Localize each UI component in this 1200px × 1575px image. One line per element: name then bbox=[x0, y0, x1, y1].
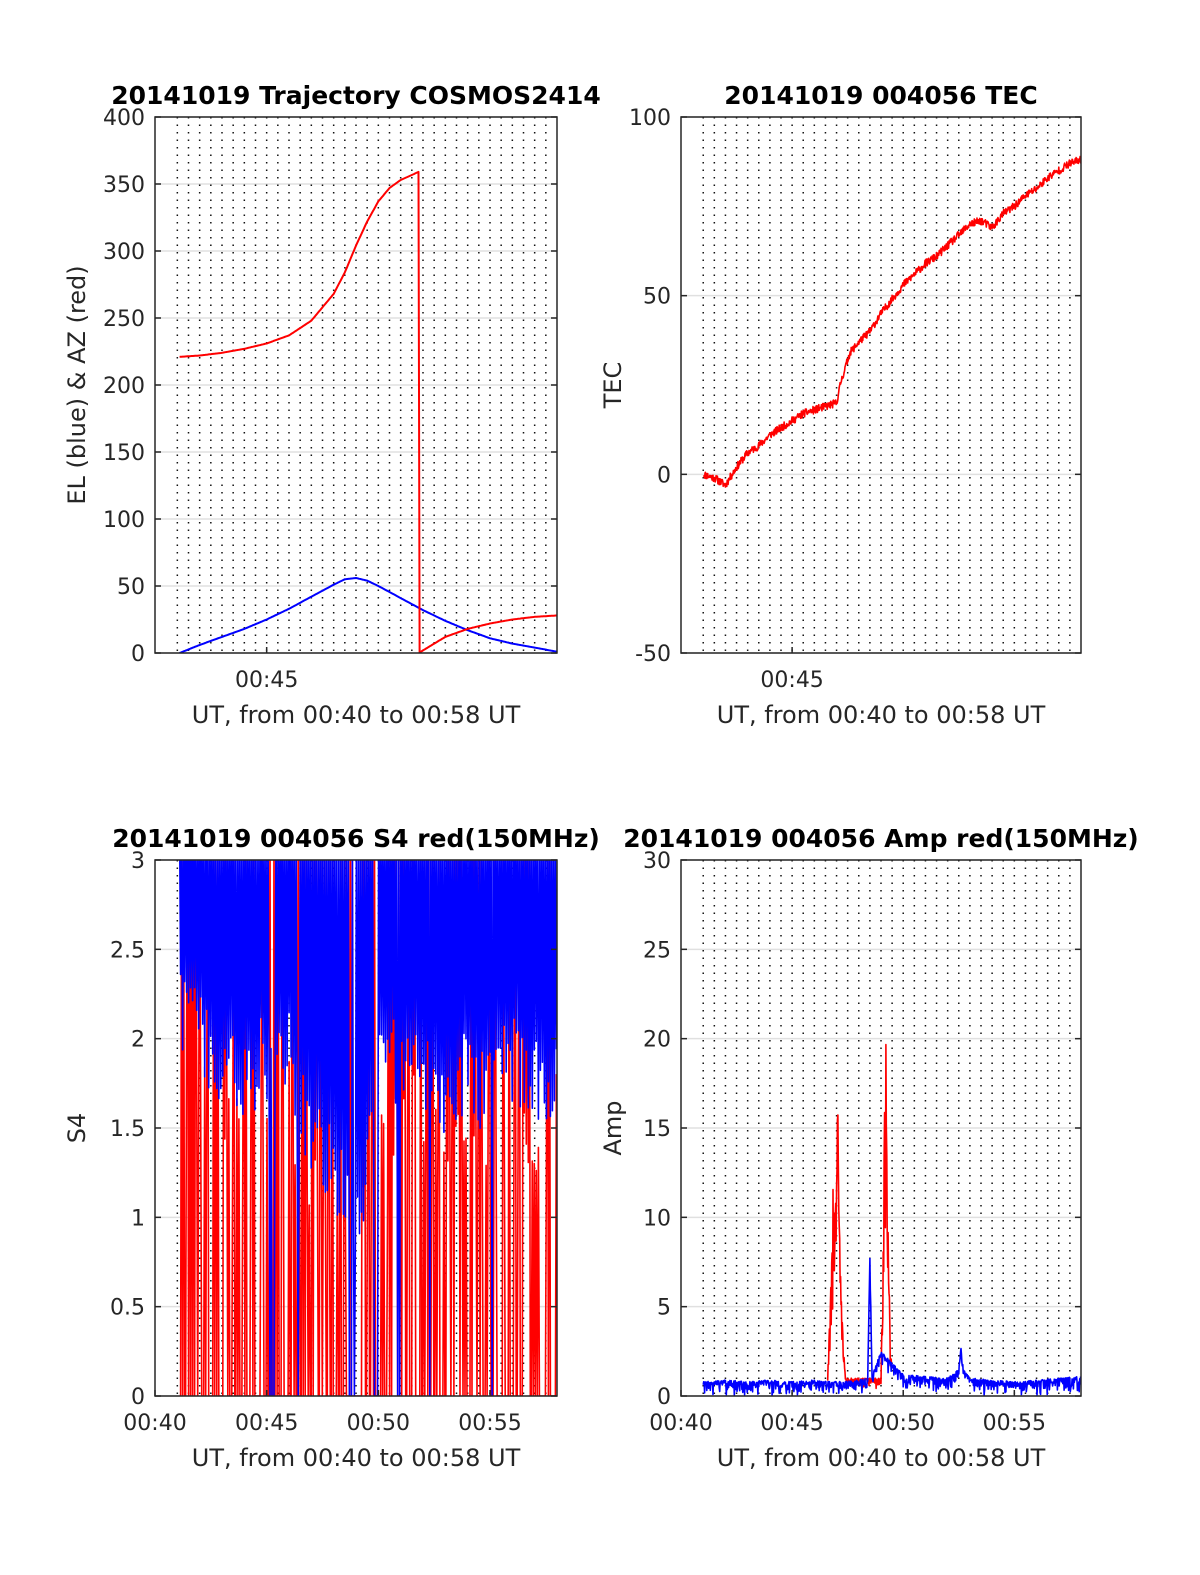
series-line-amp-150MHz bbox=[826, 1043, 893, 1390]
series-line-elevation bbox=[179, 577, 557, 653]
x-tick-label: 00:40 bbox=[649, 1411, 712, 1436]
x-tick-label: 00:45 bbox=[235, 668, 298, 693]
axes-frame bbox=[680, 116, 1082, 654]
y-tick-label: 100 bbox=[103, 508, 145, 533]
y-tick-label: 0.5 bbox=[110, 1296, 145, 1321]
y-axis-label: Amp bbox=[599, 1100, 627, 1155]
chart-panel-2: -50 0 50 100 00:45 20141019 004056 TEC UT, fro… bbox=[599, 81, 1082, 729]
y-tick-label: 1.5 bbox=[110, 1117, 145, 1142]
y-axis-label: S4 bbox=[63, 1113, 91, 1144]
y-axis-label: TEC bbox=[599, 362, 627, 410]
y-tick-label: 350 bbox=[103, 173, 145, 198]
series-line-S4-400MHz bbox=[179, 860, 557, 1396]
x-tick-label: 00:45 bbox=[235, 1411, 298, 1436]
y-tick-label: 30 bbox=[643, 849, 671, 874]
x-axis-label: UT, from 00:40 to 00:58 UT bbox=[192, 1444, 521, 1472]
y-tick-label: 1 bbox=[131, 1206, 145, 1231]
x-axis-label: UT, from 00:40 to 00:58 UT bbox=[717, 1444, 1046, 1472]
series-line-azimuth bbox=[179, 170, 557, 653]
chart-title: 20141019 Trajectory COSMOS2414 bbox=[111, 81, 601, 110]
y-tick-label: 25 bbox=[643, 938, 671, 963]
y-tick-label: 400 bbox=[103, 106, 145, 131]
y-tick-label: 100 bbox=[629, 106, 671, 131]
plot-area bbox=[702, 1043, 1081, 1396]
y-tick-label: 2.5 bbox=[110, 938, 145, 963]
x-tick-label: 00:45 bbox=[760, 1411, 823, 1436]
chart-title: 20141019 004056 S4 red(150MHz) bbox=[112, 824, 600, 853]
y-tick-label: 0 bbox=[131, 642, 145, 667]
y-tick-label: 0 bbox=[131, 1385, 145, 1410]
y-tick-label: 50 bbox=[643, 285, 671, 310]
y-tick-label: -50 bbox=[635, 642, 671, 667]
plot-area bbox=[179, 860, 557, 1396]
y-tick-label: 250 bbox=[103, 307, 145, 332]
y-tick-label: 20 bbox=[643, 1028, 671, 1053]
y-tick-label: 0 bbox=[657, 1385, 671, 1410]
chart-panel-3: 0 0.5 1 1.5 2 2.5 3 00:40 00:45 00:50 00:55 2014101… bbox=[63, 824, 600, 1472]
chart-title: 20141019 004056 Amp red(150MHz) bbox=[623, 824, 1139, 853]
y-tick-label: 5 bbox=[657, 1296, 671, 1321]
chart-panel-4: 0 5 10 15 20 25 30 00:40 00:45 00:50 00:55 20141019… bbox=[599, 824, 1139, 1472]
series-line-amp-400MHz bbox=[702, 1257, 1081, 1396]
x-axis-label: UT, from 00:40 to 00:58 UT bbox=[192, 701, 521, 729]
y-axis-label: EL (blue) & AZ (red) bbox=[63, 265, 91, 504]
chart-title: 20141019 004056 TEC bbox=[724, 81, 1037, 110]
x-tick-label: 00:55 bbox=[983, 1411, 1046, 1436]
y-tick-label: 15 bbox=[643, 1117, 671, 1142]
y-tick-label: 200 bbox=[103, 374, 145, 399]
y-tick-label: 50 bbox=[117, 575, 145, 600]
y-tick-label: 3 bbox=[131, 849, 145, 874]
y-tick-label: 300 bbox=[103, 240, 145, 265]
y-tick-label: 0 bbox=[657, 463, 671, 488]
x-tick-label: 00:45 bbox=[760, 668, 823, 693]
y-tick-label: 2 bbox=[131, 1028, 145, 1053]
x-tick-label: 00:55 bbox=[458, 1411, 521, 1436]
y-tick-label: 10 bbox=[643, 1206, 671, 1231]
plot-area bbox=[702, 155, 1081, 488]
plot-area bbox=[179, 170, 557, 653]
x-tick-label: 00:40 bbox=[123, 1411, 186, 1436]
chart-panel-1: 0 50 100 150 200 250 300 350 400 00:45 20141019 Tr… bbox=[63, 81, 601, 729]
series-line-TEC bbox=[702, 155, 1081, 488]
x-tick-label: 00:50 bbox=[347, 1411, 410, 1436]
x-tick-label: 00:50 bbox=[872, 1411, 935, 1436]
x-axis-label: UT, from 00:40 to 00:58 UT bbox=[717, 701, 1046, 729]
y-tick-label: 150 bbox=[103, 441, 145, 466]
